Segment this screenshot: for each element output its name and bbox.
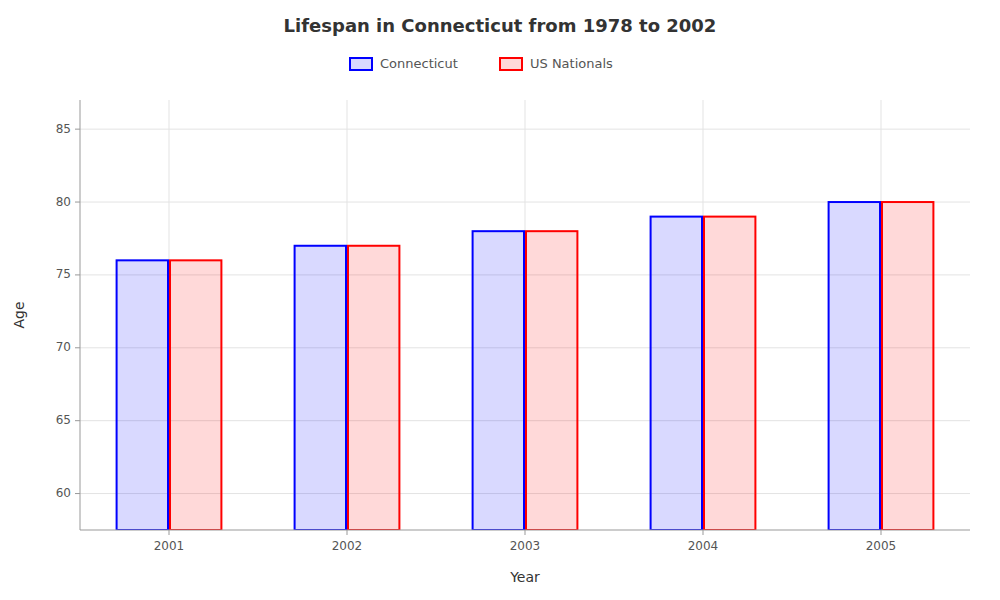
- title: Lifespan in Connecticut from 1978 to 200…: [284, 15, 717, 36]
- legend-swatch: [500, 58, 522, 70]
- chart-container: 60 65 70 75 80 85 2001 2002 2003 2004 2005 Lifespan…: [0, 0, 1000, 600]
- y-tick: [75, 129, 80, 130]
- axes: 60 65 70 75 80 85 2001 2002 2003 2004 2005: [56, 100, 970, 553]
- bar: [829, 202, 880, 530]
- x-tick-label: 2005: [866, 539, 897, 553]
- x-tick-label: 2002: [332, 539, 363, 553]
- y-tick: [75, 493, 80, 494]
- chart-svg: 60 65 70 75 80 85 2001 2002 2003 2004 2005 Lifespan…: [0, 0, 1000, 600]
- x-tick: [881, 530, 882, 535]
- bar: [704, 217, 755, 530]
- y-tick: [75, 420, 80, 421]
- x-tick: [347, 530, 348, 535]
- bar: [348, 246, 399, 530]
- legend-label: US Nationals: [530, 56, 613, 71]
- bar: [170, 260, 221, 530]
- grid: [80, 100, 970, 530]
- y-tick-label: 75: [56, 267, 71, 281]
- bars: [117, 202, 934, 530]
- bar: [651, 217, 702, 530]
- y-tick-label: 80: [56, 195, 71, 209]
- bar: [882, 202, 933, 530]
- x-tick: [525, 530, 526, 535]
- bar: [117, 260, 168, 530]
- y-tick: [75, 347, 80, 348]
- x-tick-label: 2001: [154, 539, 185, 553]
- y-axis-line: [80, 100, 81, 530]
- x-tick-label: 2004: [688, 539, 719, 553]
- bar: [473, 231, 524, 530]
- y-tick-label: 60: [56, 486, 71, 500]
- x-tick: [703, 530, 704, 535]
- bar: [526, 231, 577, 530]
- y-tick: [75, 274, 80, 275]
- y-tick-label: 85: [56, 122, 71, 136]
- legend-swatch: [350, 58, 372, 70]
- y-tick-label: 70: [56, 340, 71, 354]
- y-tick-label: 65: [56, 413, 71, 427]
- y-axis-label: Age: [11, 301, 27, 328]
- legend: Connecticut US Nationals: [350, 56, 613, 71]
- x-tick: [169, 530, 170, 535]
- y-tick: [75, 202, 80, 203]
- legend-label: Connecticut: [380, 56, 458, 71]
- bar: [295, 246, 346, 530]
- x-tick-label: 2003: [510, 539, 541, 553]
- x-axis-label: Year: [509, 569, 540, 585]
